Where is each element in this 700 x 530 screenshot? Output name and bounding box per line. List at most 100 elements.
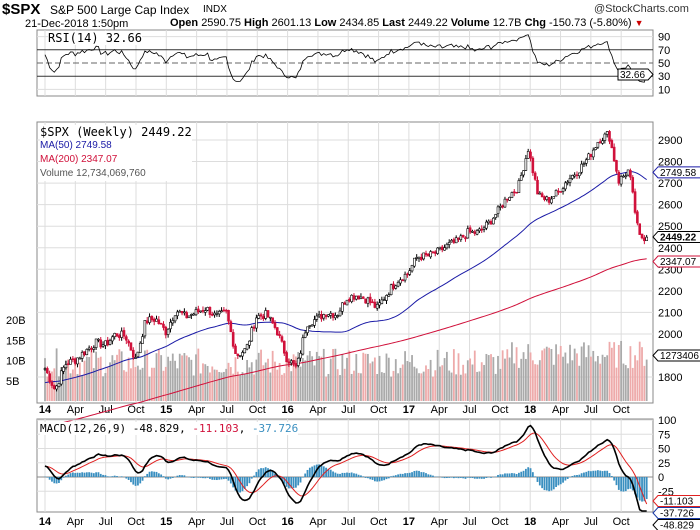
volume-bar bbox=[466, 360, 469, 401]
macd-hist-bar bbox=[543, 477, 546, 491]
rsi-tick-label: 50 bbox=[658, 58, 670, 70]
macd-hist-bar bbox=[218, 477, 221, 480]
candle-body bbox=[343, 302, 346, 305]
macd-hist-bar bbox=[355, 473, 358, 477]
candle-body bbox=[443, 247, 446, 251]
candle-body bbox=[524, 158, 528, 171]
volume-bar bbox=[227, 362, 230, 401]
volume-bar bbox=[367, 353, 369, 401]
macd-hist-bar bbox=[518, 472, 520, 477]
macd-hist-bar bbox=[353, 473, 355, 477]
candle-body bbox=[522, 170, 525, 176]
volume-bar bbox=[469, 358, 472, 401]
volume-bar bbox=[531, 360, 534, 401]
volume-bar bbox=[422, 371, 425, 401]
macd-hist-bar bbox=[401, 473, 404, 477]
candle-body bbox=[531, 157, 535, 174]
candle-body bbox=[104, 340, 107, 346]
volume-bar bbox=[285, 358, 288, 401]
symbol: $SPX bbox=[2, 1, 41, 18]
volume-bar bbox=[457, 353, 460, 401]
x-label-bottom: 15 bbox=[160, 516, 172, 528]
candle-body bbox=[445, 244, 449, 249]
last-label: Last bbox=[382, 17, 405, 29]
candle-body bbox=[543, 196, 546, 200]
open-label: Open bbox=[170, 17, 199, 29]
macd-tick-label: 50 bbox=[658, 444, 670, 456]
volume-bar bbox=[548, 347, 551, 401]
volume-bar bbox=[188, 357, 190, 401]
candle-body bbox=[59, 370, 63, 385]
candle-body bbox=[457, 237, 460, 240]
macd-hist-bar bbox=[376, 477, 379, 482]
volume-bar bbox=[524, 358, 527, 401]
macd-hist-bar bbox=[571, 475, 574, 477]
candle-body bbox=[118, 335, 121, 338]
macd-hist-bar bbox=[320, 465, 323, 477]
candle-body bbox=[87, 347, 91, 350]
candle-body bbox=[431, 251, 435, 254]
volume-bar bbox=[573, 348, 576, 401]
candle-body bbox=[50, 381, 54, 386]
volume-bar bbox=[148, 376, 151, 401]
macd-hist-bar bbox=[529, 468, 532, 477]
macd-hist-bar bbox=[548, 477, 551, 492]
ma200-line bbox=[44, 258, 647, 428]
macd-hist-bar bbox=[148, 471, 151, 477]
candle-body bbox=[266, 310, 270, 318]
volume-bar bbox=[450, 372, 453, 401]
macd-hist-bar bbox=[130, 477, 132, 483]
volume-bar bbox=[58, 376, 60, 401]
volume-bar bbox=[406, 360, 409, 401]
volume-bar bbox=[404, 351, 406, 401]
macd-hist-bar bbox=[102, 474, 104, 477]
candle-body bbox=[120, 330, 123, 338]
high-value: 2601.13 bbox=[271, 17, 312, 29]
candle-body bbox=[164, 326, 168, 336]
macd-hist-bar bbox=[552, 477, 555, 490]
candle-body bbox=[475, 230, 479, 235]
candle-body bbox=[136, 351, 140, 358]
candle-body bbox=[492, 217, 495, 225]
volume-bar bbox=[65, 360, 67, 401]
volume-bar bbox=[364, 353, 367, 401]
macd-hist-bar bbox=[257, 469, 260, 477]
volume-bar bbox=[197, 348, 200, 401]
brand-logo[interactable]: @StockCharts.com bbox=[594, 3, 689, 15]
macd-hist-bar bbox=[397, 474, 400, 477]
volume-bar bbox=[327, 373, 330, 401]
candle-body bbox=[526, 151, 530, 159]
macd-badge-text: -48.829 bbox=[660, 521, 694, 530]
volume-bar bbox=[74, 363, 77, 401]
volume-bar bbox=[232, 373, 235, 401]
down-arrow-icon: ▼ bbox=[634, 18, 644, 28]
macd-hist-bar bbox=[255, 471, 258, 477]
volume-bar bbox=[85, 356, 88, 401]
macd-hist-bar bbox=[471, 477, 474, 479]
macd-hist-bar bbox=[485, 477, 488, 478]
macd-hist-bar bbox=[627, 477, 629, 490]
macd-hist-bar bbox=[580, 473, 583, 477]
macd-hist-bar bbox=[555, 477, 557, 488]
macd-hist-bar bbox=[520, 471, 523, 477]
candle-body bbox=[454, 237, 458, 244]
candle-body bbox=[145, 320, 149, 324]
x-label-top: 14 bbox=[39, 404, 52, 416]
chg-value: -150.73 (-5.80%) bbox=[549, 17, 632, 29]
volume-bar bbox=[376, 373, 379, 401]
macd-hist-bar bbox=[478, 477, 481, 479]
candle-body bbox=[617, 171, 621, 184]
volume-bar bbox=[429, 359, 432, 401]
volume-bar bbox=[645, 359, 648, 401]
macd-hist-bar bbox=[594, 470, 597, 477]
price-legend: $SPX (Weekly) 2449.22 MA(50) 2749.58 MA(… bbox=[40, 125, 192, 181]
candle-body bbox=[217, 311, 221, 315]
candle-body bbox=[450, 240, 453, 243]
volume-bar bbox=[641, 347, 643, 401]
volume-bar bbox=[288, 358, 290, 401]
rsi-tick-label: 90 bbox=[658, 32, 670, 44]
macd-hist-bar bbox=[427, 474, 430, 477]
rsi-tick-label: 30 bbox=[658, 71, 670, 83]
volume-bar bbox=[494, 373, 497, 401]
volume-bar bbox=[332, 348, 334, 401]
